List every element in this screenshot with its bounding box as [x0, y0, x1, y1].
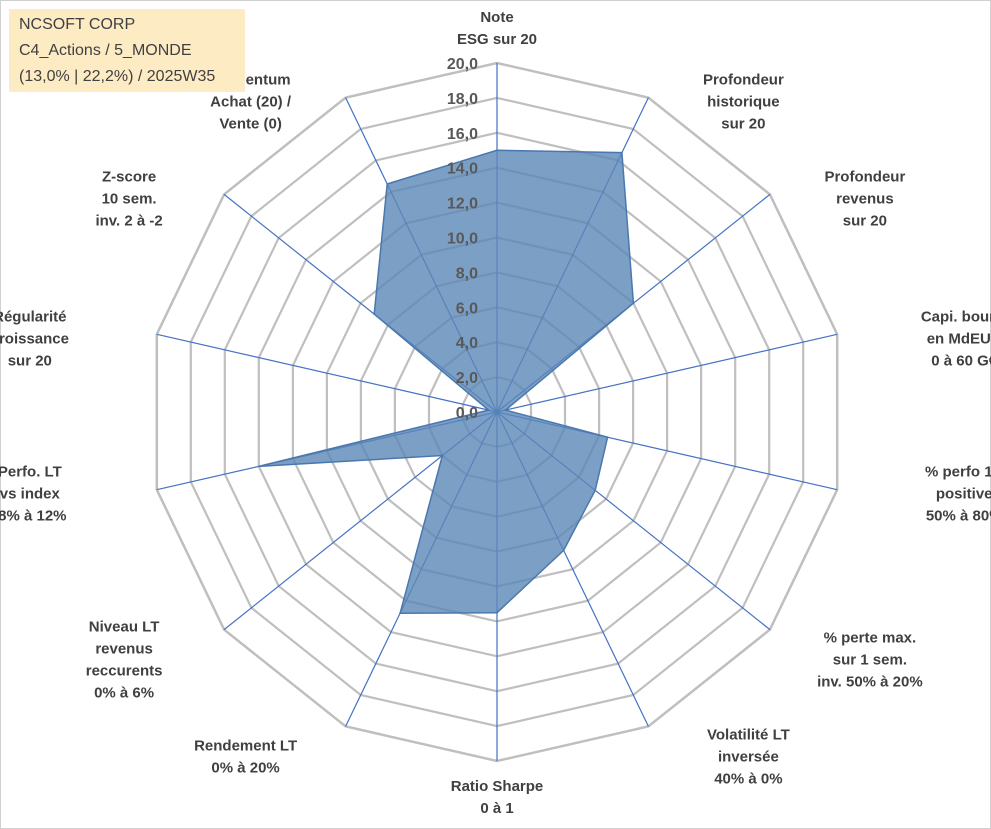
axis-spoke: [496, 333, 838, 413]
data-point: [487, 409, 490, 411]
axis-label-line: Profondeur: [703, 72, 784, 89]
axis-label-line: Capi. bours.: [921, 308, 991, 325]
axis-label-line: ESG sur 20: [457, 31, 537, 48]
tick-label: 12,0: [447, 196, 478, 213]
axis-label-line: inversée: [718, 748, 779, 765]
data-point: [621, 151, 623, 154]
data-point: [632, 302, 635, 305]
axis-label-line: Note: [480, 9, 513, 26]
data-point: [258, 465, 260, 468]
axis-label-line: revenus: [836, 190, 894, 207]
data-point: [386, 183, 389, 185]
axis-label-line: positive: [936, 486, 991, 503]
axis-label-line: Régularité: [0, 308, 66, 325]
axis-label-line: historique: [707, 94, 780, 111]
axis-spoke: [156, 333, 498, 413]
tick-label: 20,0: [447, 56, 478, 73]
data-point: [441, 454, 444, 457]
axis-label-line: revenus: [95, 641, 153, 658]
tick-label: 18,0: [447, 91, 478, 108]
series-area: [258, 149, 635, 614]
axis-label-line: inv. 50% à 20%: [817, 674, 923, 691]
axis-label-line: sur 1 sem.: [833, 652, 907, 669]
axis-label-line: Profondeur: [824, 168, 905, 185]
axis-label-line: Rendement LT: [194, 737, 297, 754]
tick-label: 0,0: [456, 405, 478, 422]
axis-label-line: 50% à 80%: [926, 508, 991, 525]
series-layer: [258, 149, 635, 614]
data-point: [562, 549, 565, 552]
axis-label-line: sur 20: [843, 212, 887, 229]
axis-label-line: % perte max.: [824, 630, 917, 647]
info-box: NCSOFT CORP C4_Actions / 5_MONDE (13,0% …: [9, 9, 245, 92]
axis-label-line: -8% à 12%: [0, 508, 66, 525]
tick-label: 8,0: [456, 265, 478, 282]
axis-label-line: reccurents: [86, 663, 163, 680]
tick-label: 6,0: [456, 300, 478, 317]
axis-label-line: 40% à 0%: [714, 770, 782, 787]
data-point: [504, 409, 507, 411]
axis-label-line: 0 à 1: [480, 800, 513, 817]
data-point: [606, 436, 609, 439]
axis-label-line: % perfo 1A: [925, 464, 991, 481]
tick-labels: 0,0 2,0 4,0 6,0 8,0 10,0 12,0 14,0 16,0 18,0 20,0: [447, 56, 478, 422]
axis-labels: Note ESG sur 20 Profondeur historique sur 20…: [0, 9, 991, 817]
axis-label-line: Niveau LT: [89, 619, 160, 636]
tick-label: 16,0: [447, 126, 478, 143]
company-name: NCSOFT CORP: [19, 16, 136, 33]
axis-label-line: 10 sem.: [102, 190, 157, 207]
axis-label-line: inv. 2 à -2: [95, 212, 162, 229]
data-point: [399, 612, 401, 614]
data-point: [496, 611, 498, 614]
data-point: [594, 489, 596, 492]
axis-label-line: sur 20: [8, 352, 52, 369]
axis-label-line: Ratio Sharpe: [451, 778, 544, 795]
tick-label: 4,0: [456, 335, 478, 352]
axis-label-line: Achat (20) /: [210, 94, 292, 111]
axis-label-line: Vente (0): [219, 116, 282, 133]
axis-label-line: croissance: [0, 330, 69, 347]
axis-label-line: Z-score: [102, 168, 156, 185]
stats-line: (13,0% | 22,2%) / 2025W35: [19, 68, 216, 85]
category-line: C4_Actions / 5_MONDE: [19, 42, 192, 59]
axis-label-line: 0% à 6%: [94, 685, 154, 702]
axis-label-line: vs index: [0, 486, 60, 503]
tick-label: 14,0: [447, 161, 478, 178]
tick-label: 10,0: [447, 231, 478, 248]
axis-label-line: en MdEUR: [927, 330, 991, 347]
data-point: [373, 313, 376, 315]
axis-label-line: 0 à 60 G€: [931, 352, 991, 369]
tick-label: 2,0: [456, 370, 478, 387]
axis-label-line: Perfo. LT: [0, 464, 62, 481]
axis-label-line: sur 20: [721, 116, 765, 133]
data-point: [496, 149, 498, 152]
axis-label-line: Volatilité LT: [707, 726, 790, 743]
axis-label-line: 0% à 20%: [211, 759, 279, 776]
